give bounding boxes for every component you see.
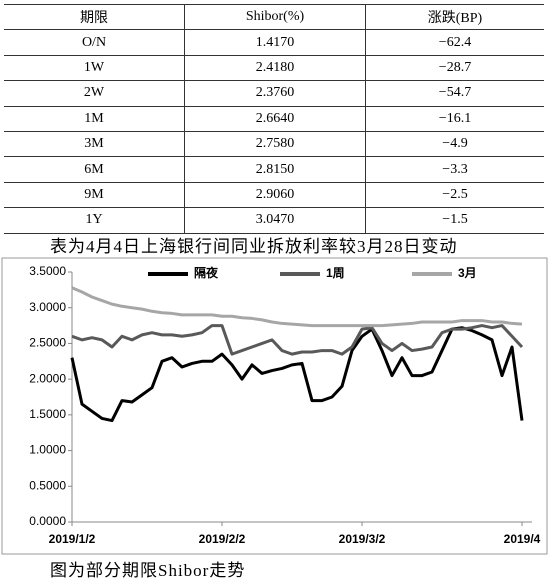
series-line <box>71 286 523 328</box>
x-tick-label: 2019/2/2 <box>199 532 246 546</box>
header-cell: 涨跌(BP) <box>365 3 544 31</box>
table-row: O/N 1.4170 −62.4 <box>4 29 544 56</box>
legend-label: 隔夜 <box>194 265 219 280</box>
table-cell: 1.4170 <box>184 29 366 56</box>
y-tick-label: 1.0000 <box>29 443 66 457</box>
table-cell: −1.5 <box>365 207 544 234</box>
table-row: 6M 2.8150 −3.3 <box>4 156 544 183</box>
table-cell: O/N <box>4 29 185 56</box>
y-tick-label: 3.5000 <box>29 264 66 278</box>
table-cell: −16.1 <box>365 105 544 132</box>
y-tick-label: 3.0000 <box>29 300 66 314</box>
table-cell: 2.8150 <box>184 156 366 183</box>
table-cell: −3.3 <box>365 156 544 183</box>
y-tick-label: 0.0000 <box>29 514 66 528</box>
y-tick-label: 0.5000 <box>29 478 66 492</box>
table-cell: 2.7580 <box>184 130 366 158</box>
header-cell: Shibor(%) <box>184 3 366 31</box>
header-row: 期限 Shibor(%) 涨跌(BP) <box>4 3 544 31</box>
x-tick-label: 2019/4 <box>504 532 541 546</box>
table-cell: 1W <box>4 54 185 82</box>
legend-label: 3月 <box>458 266 477 280</box>
table-body: 期限 Shibor(%) 涨跌(BP) O/N 1.4170 −62.4 1W 2.41… <box>4 3 544 234</box>
y-tick-label: 1.5000 <box>29 407 66 421</box>
series-line <box>71 324 524 356</box>
table-row: 1Y 3.0470 −1.5 <box>4 207 544 234</box>
table-cell: 1M <box>4 105 185 132</box>
table-cell: 1Y <box>4 207 185 234</box>
table-cell: 2.3760 <box>184 80 366 107</box>
legend-label: 1周 <box>326 266 345 280</box>
series-line <box>70 326 524 423</box>
rate-table: 期限 Shibor(%) 涨跌(BP) O/N 1.4170 −62.4 1W 2.41… <box>4 3 544 234</box>
x-tick-label: 2019/3/2 <box>339 532 386 546</box>
y-tick-label: 2.5000 <box>29 336 66 350</box>
table-cell: 3.0470 <box>184 207 366 234</box>
table-cell: −54.7 <box>365 80 544 107</box>
chart-caption: 图为部分期限Shibor走势 <box>50 561 246 580</box>
table-cell: −62.4 <box>365 29 544 56</box>
y-tick-label: 2.0000 <box>29 371 66 385</box>
table-caption: 表为4月4日上海银行间同业拆放利率较3月28日变动 <box>50 237 458 256</box>
chart-frame <box>1 257 548 555</box>
header-cell: 期限 <box>4 3 185 31</box>
x-tick-label: 2019/1/2 <box>49 532 96 546</box>
table-cell: −2.5 <box>365 181 544 209</box>
